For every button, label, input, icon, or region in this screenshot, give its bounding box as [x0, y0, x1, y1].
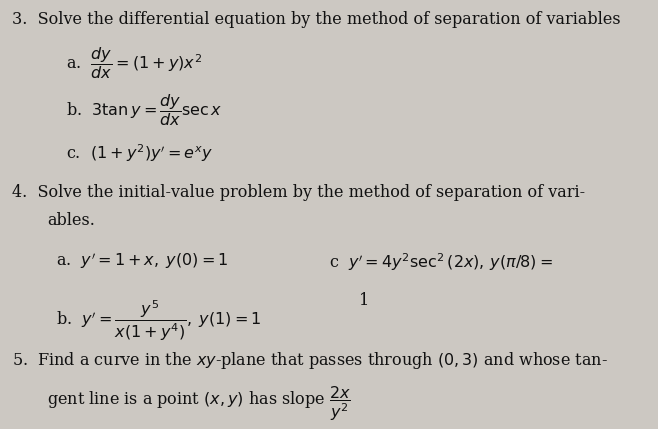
Text: gent line is a point $(x,y)$ has slope $\dfrac{2x}{y^2}$: gent line is a point $(x,y)$ has slope $…	[47, 384, 351, 423]
Text: b.  $3\tan y = \dfrac{dy}{dx}\sec x$: b. $3\tan y = \dfrac{dy}{dx}\sec x$	[66, 92, 222, 128]
Text: 4.  Solve the initial-value problem by the method of separation of vari-: 4. Solve the initial-value problem by th…	[12, 184, 585, 201]
Text: a.  $\dfrac{dy}{dx} = (1+y)x^2$: a. $\dfrac{dy}{dx} = (1+y)x^2$	[66, 45, 202, 81]
Text: c  $y' = 4y^2\sec^2(2x),\, y(\pi/8) =$: c $y' = 4y^2\sec^2(2x),\, y(\pi/8) =$	[329, 251, 553, 273]
Text: b.  $y' = \dfrac{y^5}{x(1+y^4)},\; y(1) = 1$: b. $y' = \dfrac{y^5}{x(1+y^4)},\; y(1) =…	[56, 298, 261, 342]
Text: ables.: ables.	[47, 212, 95, 230]
Text: c.  $(1+y^2)y' = e^x y$: c. $(1+y^2)y' = e^x y$	[66, 142, 213, 164]
Text: 1: 1	[359, 292, 369, 309]
Text: a.  $y' = 1+x,\; y(0) = 1$: a. $y' = 1+x,\; y(0) = 1$	[56, 251, 228, 271]
Text: 5.  Find a curve in the $xy$-plane that passes through $(0,3)$ and whose tan-: 5. Find a curve in the $xy$-plane that p…	[12, 350, 607, 371]
Text: 3.  Solve the differential equation by the method of separation of variables: 3. Solve the differential equation by th…	[12, 11, 620, 28]
